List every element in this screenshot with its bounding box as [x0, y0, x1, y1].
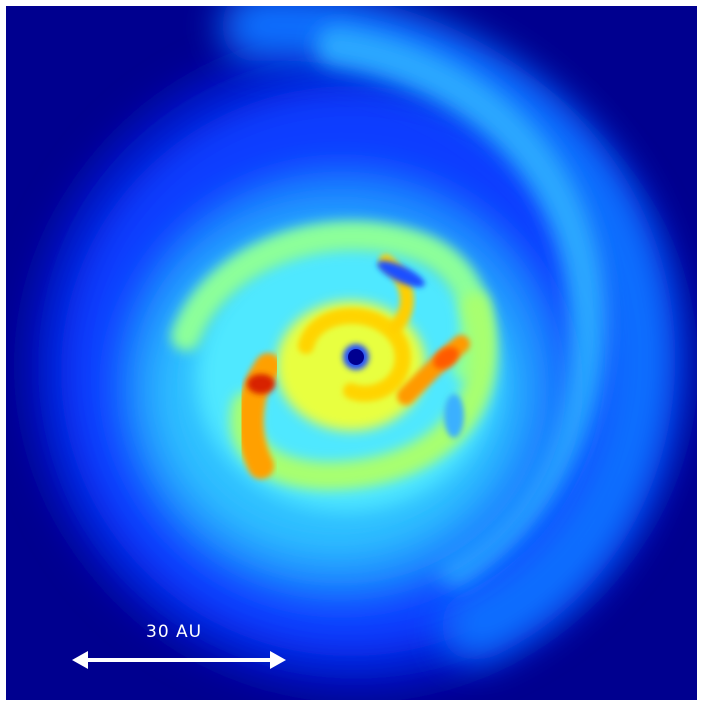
right-gap — [444, 394, 464, 438]
left-clump-core — [247, 374, 275, 394]
upper-gap — [377, 260, 425, 288]
central-star — [348, 349, 364, 365]
scale-bar-label: 30 AU — [146, 622, 203, 642]
right-clump — [397, 335, 470, 405]
right-clump-core — [433, 347, 459, 369]
scale-bar-arrow — [72, 651, 286, 669]
core-spiral-arm — [298, 308, 411, 402]
disk-simulation-image — [6, 6, 697, 700]
density-map — [6, 6, 697, 700]
